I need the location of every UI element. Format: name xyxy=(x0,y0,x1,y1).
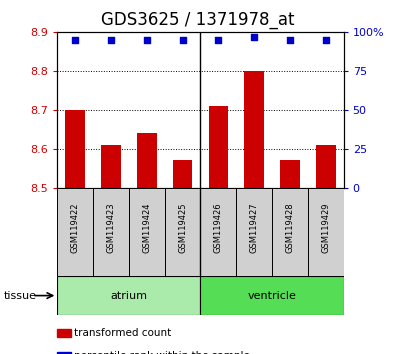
Point xyxy=(251,34,257,39)
Bar xyxy=(280,160,300,188)
Bar xyxy=(308,188,344,276)
Text: GSM119422: GSM119422 xyxy=(71,202,80,253)
Bar xyxy=(236,188,272,276)
Text: GSM119423: GSM119423 xyxy=(107,202,115,253)
Text: GSM119426: GSM119426 xyxy=(214,202,223,253)
Bar xyxy=(209,106,228,188)
Text: percentile rank within the sample: percentile rank within the sample xyxy=(75,351,250,354)
Bar xyxy=(173,160,192,188)
Bar xyxy=(101,145,121,188)
Text: GDS3625 / 1371978_at: GDS3625 / 1371978_at xyxy=(101,11,294,29)
Point xyxy=(287,37,293,42)
Bar xyxy=(57,276,201,315)
Point xyxy=(144,37,150,42)
Text: GSM119424: GSM119424 xyxy=(142,202,151,253)
Text: transformed count: transformed count xyxy=(75,328,172,338)
Point xyxy=(179,37,186,42)
Text: ventricle: ventricle xyxy=(248,291,297,301)
Bar xyxy=(272,188,308,276)
Bar xyxy=(57,188,93,276)
Text: GSM119428: GSM119428 xyxy=(286,202,294,253)
Bar xyxy=(201,188,236,276)
Point xyxy=(72,37,78,42)
Bar xyxy=(65,110,85,188)
Text: GSM119425: GSM119425 xyxy=(178,202,187,253)
Text: atrium: atrium xyxy=(110,291,147,301)
Text: tissue: tissue xyxy=(4,291,37,301)
Bar xyxy=(201,276,344,315)
Bar xyxy=(129,188,165,276)
Bar xyxy=(93,188,129,276)
Point xyxy=(323,37,329,42)
Bar xyxy=(245,71,264,188)
Bar xyxy=(165,188,201,276)
Text: GSM119427: GSM119427 xyxy=(250,202,259,253)
Text: GSM119429: GSM119429 xyxy=(321,202,330,253)
Bar xyxy=(137,133,156,188)
Point xyxy=(215,37,222,42)
Point xyxy=(108,37,114,42)
Bar xyxy=(316,145,336,188)
